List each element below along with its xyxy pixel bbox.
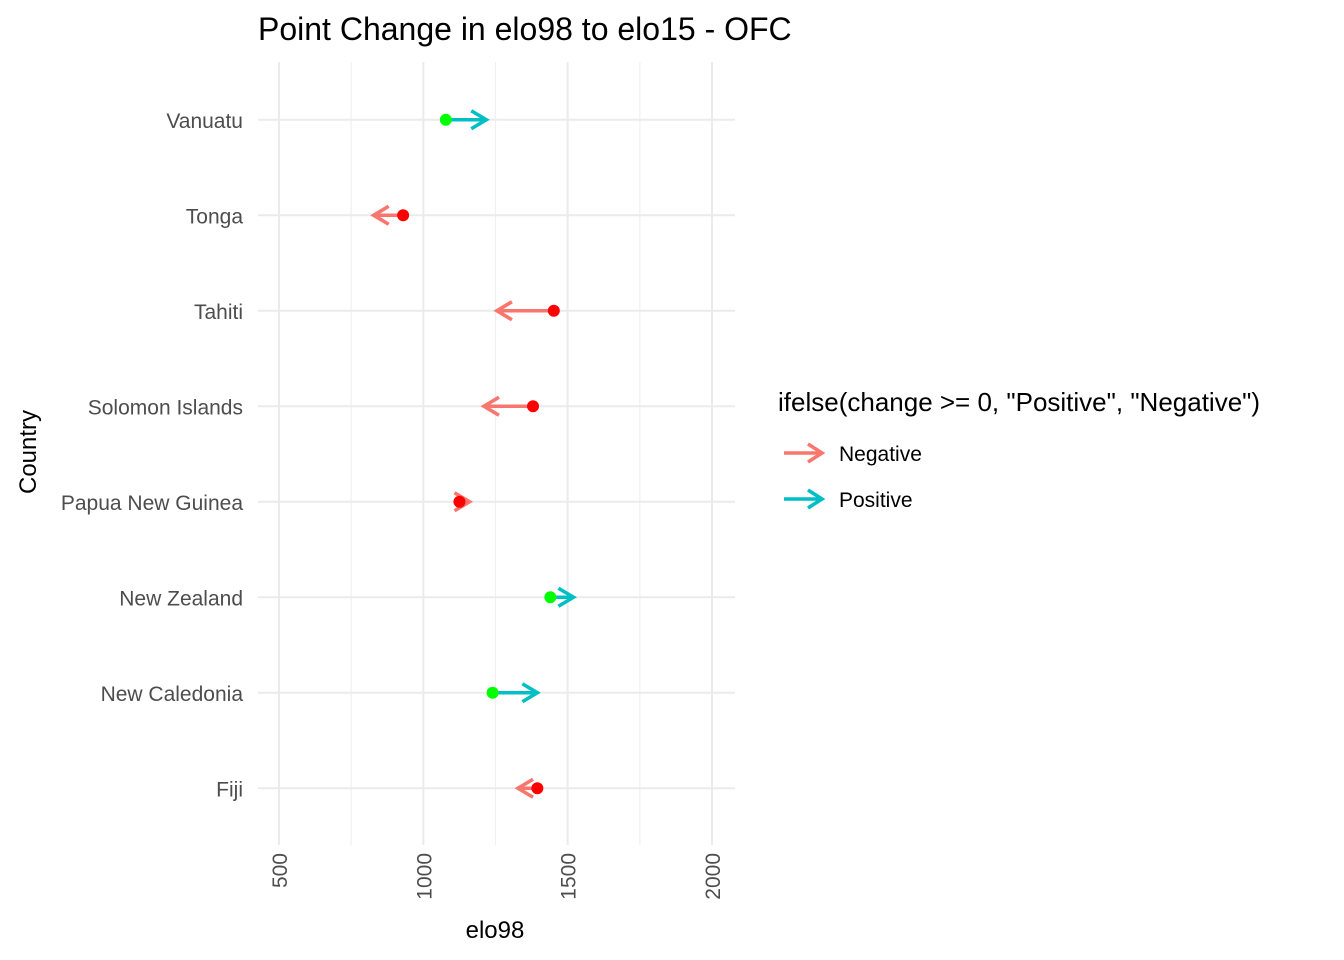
y-axis-title: Country	[15, 410, 42, 494]
elo98-point	[453, 495, 466, 508]
elo98-point	[531, 782, 544, 795]
change-arrow-head	[453, 491, 474, 513]
x-tick-label: 1000	[413, 853, 436, 900]
x-tick-label: 500	[269, 853, 292, 888]
legend-entries: Negative Positive	[784, 442, 922, 512]
change-arrow-head	[493, 300, 513, 322]
legend-key-head	[807, 488, 826, 510]
y-tick-label: Tahiti	[194, 301, 243, 324]
plot-panel	[258, 62, 735, 845]
legend-label: Negative	[839, 443, 922, 466]
y-tick-labels: Vanuatu Tonga Tahiti Solomon Islands Papua N…	[61, 110, 243, 802]
elo98-point	[397, 209, 410, 222]
change-arrow-head	[514, 777, 534, 799]
legend-title: ifelse(change >= 0, "Positive", "Negativ…	[778, 387, 1260, 417]
x-axis-title: elo98	[466, 917, 525, 944]
legend-label: Positive	[839, 489, 913, 512]
y-tick-label: New Zealand	[119, 587, 243, 610]
y-tick-label: Vanuatu	[166, 110, 243, 133]
x-tick-label: 2000	[702, 853, 725, 900]
chart-title: Point Change in elo98 to elo15 - OFC	[258, 11, 792, 47]
change-arrow-head	[480, 395, 500, 417]
y-tick-label: Solomon Islands	[88, 396, 243, 419]
y-tick-label: New Caledonia	[101, 683, 244, 706]
elo98-point	[527, 400, 540, 413]
y-tick-label: Tonga	[186, 205, 244, 228]
elo98-point	[547, 304, 560, 317]
change-arrow-head	[521, 682, 541, 704]
legend: ifelse(change >= 0, "Positive", "Negativ…	[778, 387, 1260, 512]
elo98-point	[544, 591, 557, 604]
y-tick-label: Fiji	[216, 778, 243, 801]
elo98-point	[439, 113, 452, 126]
y-tick-label: Papua New Guinea	[61, 492, 243, 515]
change-arrow-head	[470, 109, 490, 131]
legend-key-head	[807, 442, 826, 464]
elo98-point	[486, 686, 499, 699]
change-arrow-head	[557, 586, 577, 608]
x-tick-labels: 500 1000 1500 2000	[269, 853, 725, 900]
x-tick-label: 1500	[558, 853, 581, 900]
change-arrow-head	[370, 204, 390, 226]
